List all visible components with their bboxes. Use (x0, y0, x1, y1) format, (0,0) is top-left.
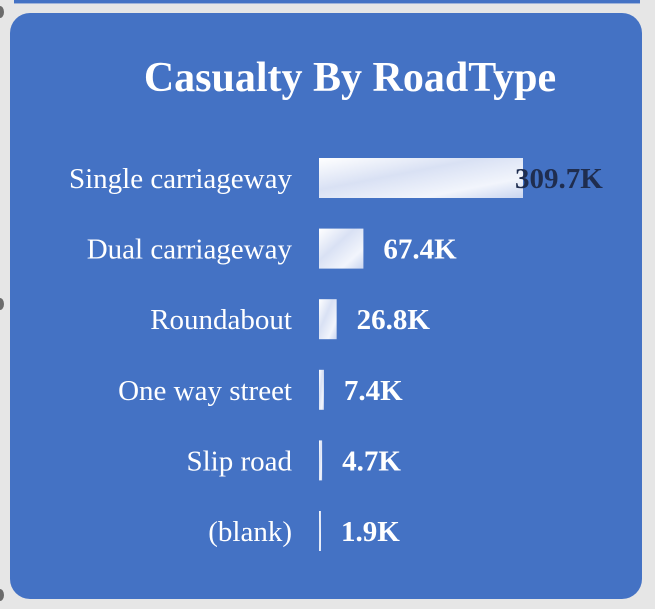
bar[interactable] (319, 158, 523, 198)
category-label: Dual carriageway (87, 234, 293, 266)
handle-dot-middle (0, 298, 4, 310)
chart-plot-area: Single carriageway 309.7K Dual carriageway… (69, 158, 603, 551)
value-label: 4.7K (342, 445, 401, 477)
value-label: 1.9K (341, 516, 400, 548)
category-label: One way street (118, 375, 292, 407)
chart-title: Casualty By RoadType (143, 55, 557, 101)
bar[interactable] (319, 299, 337, 340)
value-label: 67.4K (383, 234, 457, 266)
value-label: 26.8K (357, 304, 431, 336)
category-label: Roundabout (150, 304, 292, 336)
category-label: Slip road (186, 445, 292, 477)
bar[interactable] (319, 440, 323, 481)
handle-dot-top (0, 6, 4, 18)
bar[interactable] (319, 511, 321, 551)
bar[interactable] (319, 228, 364, 269)
category-label: Single carriageway (69, 163, 293, 195)
top-strip (14, 0, 640, 4)
bar[interactable] (319, 369, 324, 410)
category-label: (blank) (208, 516, 292, 548)
value-label: 309.7K (515, 163, 603, 195)
value-label: 7.4K (344, 375, 403, 407)
handle-dot-bottom (0, 589, 4, 601)
